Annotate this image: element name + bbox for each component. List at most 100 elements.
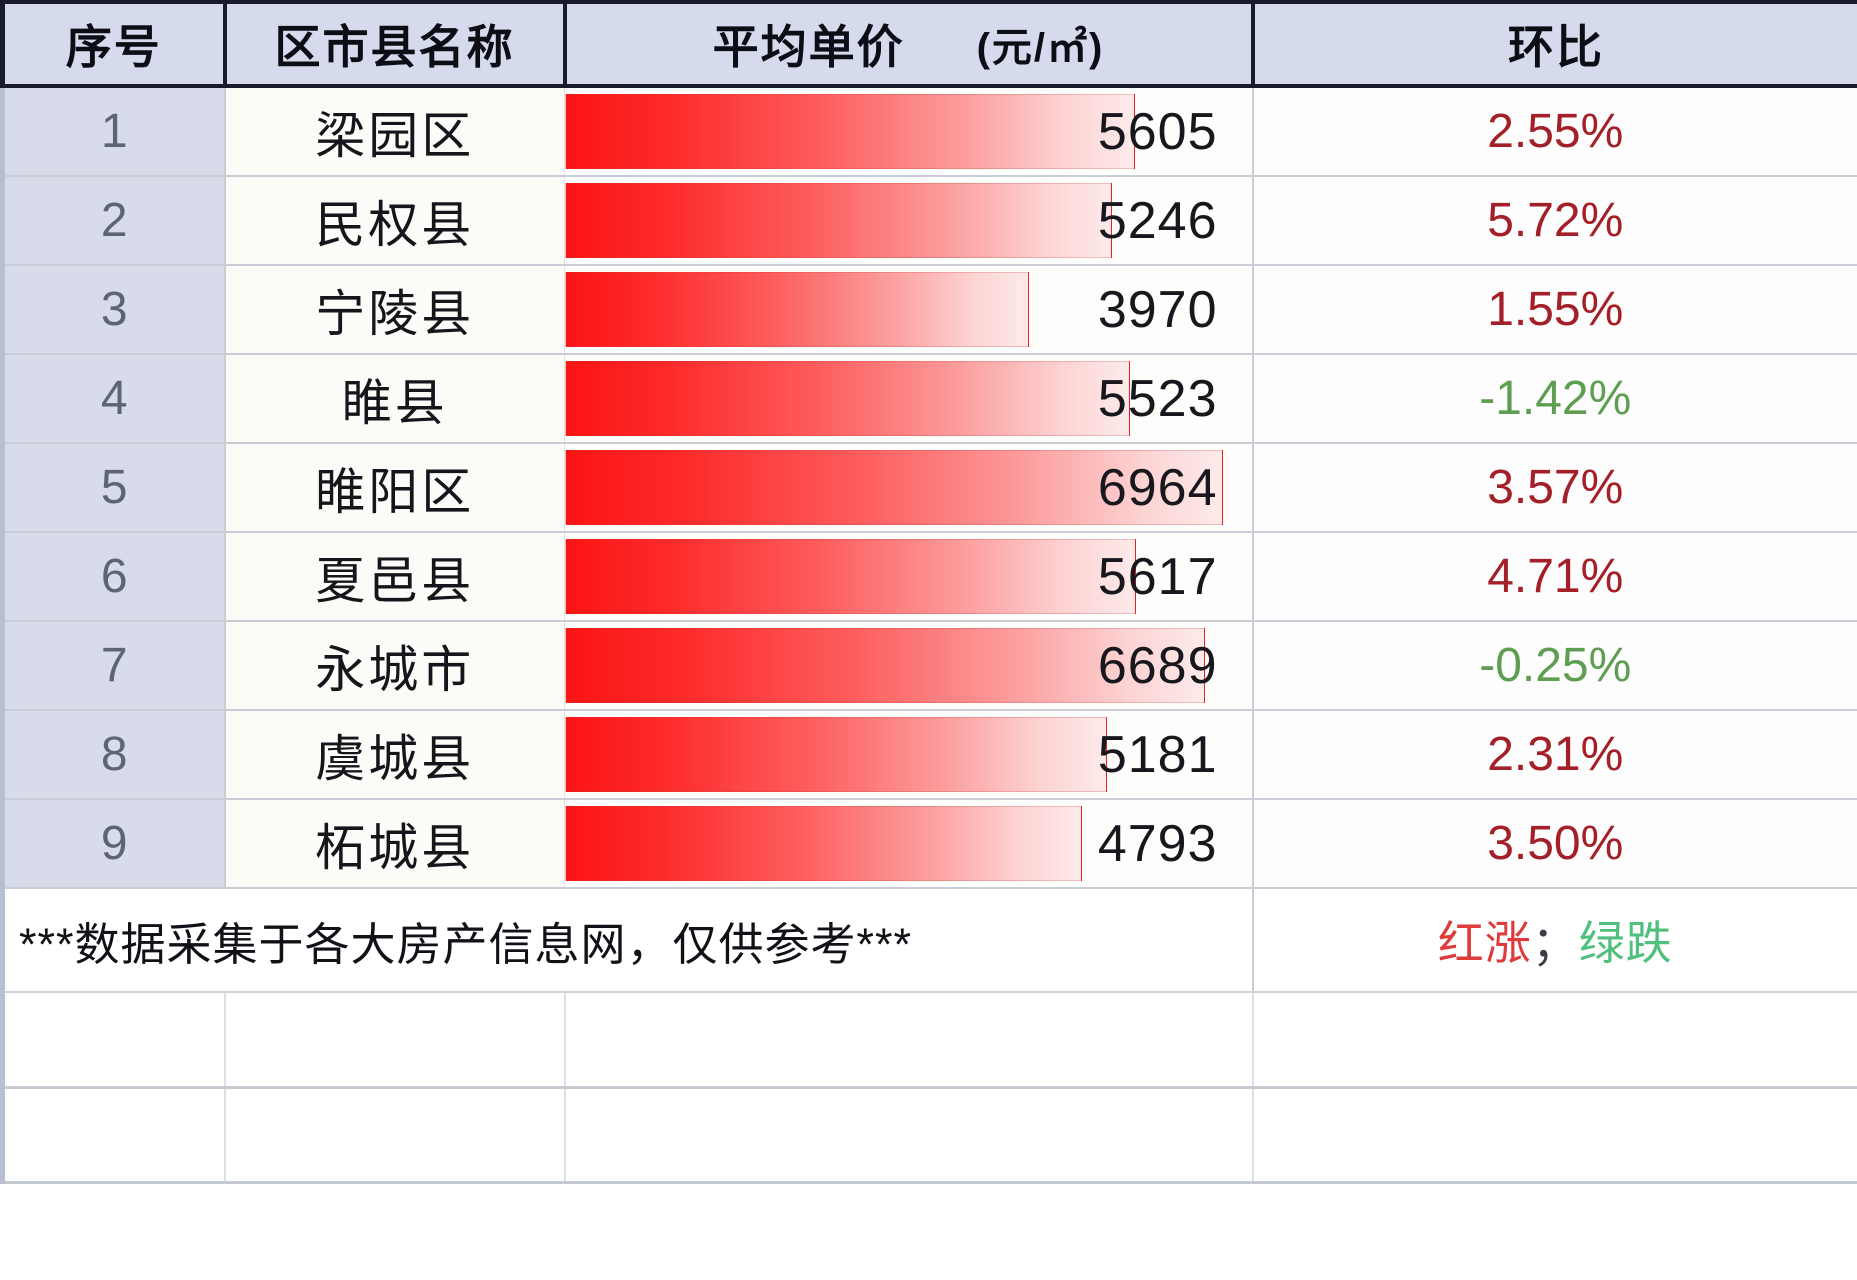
district-name-cell[interactable]: 永城市 — [224, 621, 565, 711]
row-index-cell[interactable]: 6 — [0, 532, 226, 622]
table-row: 1 梁园区 5605 2.55% — [0, 86, 1857, 177]
change-percent-cell[interactable]: 3.50% — [1252, 799, 1857, 889]
empty-cell[interactable] — [564, 992, 1254, 1089]
change-percent-cell[interactable]: 5.72% — [1252, 176, 1857, 266]
data-bar-wrapper: 5605 — [565, 88, 1252, 175]
row-index-cell[interactable]: 9 — [0, 799, 226, 889]
table-body: 1 梁园区 5605 2.55% 2 民权县 5246 5.72% 3 宁陵县 3970 1.55% 4… — [0, 86, 1857, 1184]
average-price-cell[interactable]: 6689 — [564, 621, 1254, 711]
average-price-value: 5605 — [1097, 102, 1218, 161]
average-price-cell[interactable]: 4793 — [564, 799, 1254, 889]
data-bar — [565, 183, 1112, 258]
data-bar — [565, 539, 1136, 614]
average-price-value: 6689 — [1097, 636, 1218, 695]
data-bar-wrapper: 5246 — [565, 177, 1252, 264]
table-header: 序号 区市县名称 平均单价 (元/㎡) 环比 — [0, 0, 1857, 88]
column-header-price-label: 平均单价 — [712, 21, 905, 73]
table-row: 8 虞城县 5181 2.31% — [0, 710, 1857, 800]
table-row: 5 睢阳区 6964 3.57% — [0, 443, 1857, 533]
average-price-value: 6964 — [1097, 458, 1218, 517]
table-row: 2 民权县 5246 5.72% — [0, 176, 1857, 266]
data-source-note: ***数据采集于各大房产信息网，仅供参考*** — [0, 888, 1254, 993]
row-index-cell[interactable]: 8 — [0, 710, 226, 800]
column-header-index-label: 序号 — [65, 21, 162, 73]
legend-down-label: 绿跌 — [1578, 917, 1673, 969]
row-index-cell[interactable]: 4 — [0, 354, 226, 444]
district-name-cell[interactable]: 宁陵县 — [224, 265, 565, 355]
change-percent-cell[interactable]: -0.25% — [1252, 621, 1857, 711]
data-bar-wrapper: 5181 — [565, 711, 1252, 798]
average-price-cell[interactable]: 5181 — [564, 710, 1254, 800]
district-name-cell[interactable]: 梁园区 — [224, 86, 565, 177]
data-bar-wrapper: 5617 — [565, 533, 1252, 620]
change-percent-cell[interactable]: 3.57% — [1252, 443, 1857, 533]
data-bar — [565, 628, 1206, 703]
table-row: 9 柘城县 4793 3.50% — [0, 799, 1857, 889]
column-header-change[interactable]: 环比 — [1250, 0, 1857, 88]
empty-cell[interactable] — [1252, 1087, 1857, 1184]
district-name-cell[interactable]: 睢阳区 — [224, 443, 565, 533]
average-price-cell[interactable]: 5523 — [564, 354, 1254, 444]
data-bar — [565, 717, 1108, 792]
empty-cell[interactable] — [224, 992, 566, 1089]
column-header-index[interactable]: 序号 — [0, 0, 227, 88]
average-price-value: 5246 — [1097, 191, 1218, 250]
district-name-cell[interactable]: 柘城县 — [224, 799, 565, 889]
change-percent-cell[interactable]: 4.71% — [1252, 532, 1857, 622]
column-header-name[interactable]: 区市县名称 — [222, 0, 567, 88]
average-price-cell[interactable]: 5617 — [564, 532, 1254, 622]
header-row: 序号 区市县名称 平均单价 (元/㎡) 环比 — [0, 0, 1857, 88]
change-percent-cell[interactable]: 1.55% — [1252, 265, 1857, 355]
empty-cell[interactable] — [1252, 992, 1857, 1089]
district-name-cell[interactable]: 睢县 — [224, 354, 565, 444]
column-header-name-label: 区市县名称 — [274, 21, 515, 73]
empty-cell[interactable] — [0, 992, 226, 1089]
row-index-cell[interactable]: 7 — [0, 621, 226, 711]
table-row: 7 永城市 6689 -0.25% — [0, 621, 1857, 711]
data-bar-wrapper: 6964 — [565, 444, 1252, 531]
row-index-cell[interactable]: 2 — [0, 176, 226, 266]
column-header-change-label: 环比 — [1508, 21, 1604, 73]
district-name-cell[interactable]: 民权县 — [224, 176, 565, 266]
data-bar — [565, 272, 1029, 347]
data-bar-wrapper: 3970 — [565, 266, 1252, 353]
average-price-cell[interactable]: 6964 — [564, 443, 1254, 533]
average-price-value: 3970 — [1097, 280, 1218, 339]
change-percent-cell[interactable]: 2.31% — [1252, 710, 1857, 800]
legend-separator: ； — [1531, 917, 1579, 969]
table-row: 6 夏邑县 5617 4.71% — [0, 532, 1857, 622]
average-price-cell[interactable]: 5246 — [564, 176, 1254, 266]
row-index-cell[interactable]: 1 — [0, 86, 226, 177]
average-price-value: 5617 — [1097, 547, 1218, 606]
empty-cell[interactable] — [0, 1087, 226, 1184]
row-index-cell[interactable]: 3 — [0, 265, 226, 355]
legend-up-label: 红涨 — [1437, 917, 1532, 969]
empty-cell[interactable] — [224, 1087, 566, 1184]
data-bar — [565, 94, 1135, 169]
data-bar — [565, 361, 1130, 436]
empty-spreadsheet-row — [0, 992, 1857, 1089]
empty-spreadsheet-row — [0, 1087, 1857, 1184]
district-name-cell[interactable]: 虞城县 — [224, 710, 565, 800]
color-legend: 红涨；绿跌 — [1252, 888, 1857, 993]
data-bar-wrapper: 5523 — [565, 355, 1252, 442]
data-bar — [565, 450, 1224, 525]
column-header-price-unit: (元/㎡) — [976, 26, 1105, 70]
empty-cell[interactable] — [564, 1087, 1254, 1184]
footer-note-row: ***数据采集于各大房产信息网，仅供参考*** 红涨；绿跌 — [0, 888, 1857, 993]
change-percent-cell[interactable]: 2.55% — [1252, 86, 1857, 177]
average-price-value: 5523 — [1097, 369, 1218, 428]
change-percent-cell[interactable]: -1.42% — [1252, 354, 1857, 444]
price-table: 序号 区市县名称 平均单价 (元/㎡) 环比 1 梁园区 5605 2.55% 2 民权县… — [0, 0, 1857, 1184]
data-bar — [565, 806, 1083, 881]
row-index-cell[interactable]: 5 — [0, 443, 226, 533]
average-price-cell[interactable]: 5605 — [564, 86, 1254, 177]
district-name-cell[interactable]: 夏邑县 — [224, 532, 565, 622]
average-price-value: 4793 — [1097, 814, 1218, 873]
table-row: 4 睢县 5523 -1.42% — [0, 354, 1857, 444]
data-bar-wrapper: 6689 — [565, 622, 1252, 709]
column-header-price[interactable]: 平均单价 (元/㎡) — [562, 0, 1255, 88]
table-row: 3 宁陵县 3970 1.55% — [0, 265, 1857, 355]
average-price-cell[interactable]: 3970 — [564, 265, 1254, 355]
